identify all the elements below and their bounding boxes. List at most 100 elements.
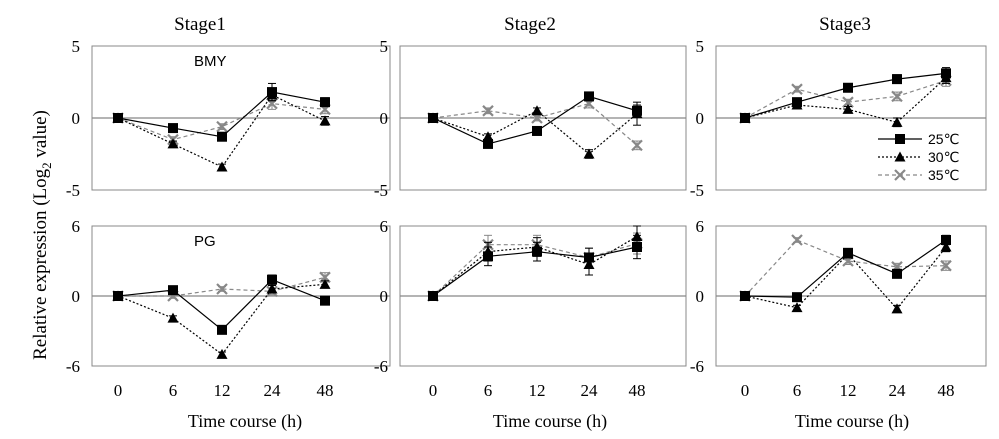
data-point bbox=[584, 91, 594, 102]
data-point bbox=[632, 105, 642, 116]
data-point bbox=[791, 234, 803, 246]
data-point bbox=[217, 131, 227, 142]
data-point bbox=[428, 291, 438, 301]
y-tick-label: 6 bbox=[72, 217, 81, 236]
data-point bbox=[319, 278, 331, 289]
stage3-bmy-panel: -5 0 5 bbox=[690, 37, 987, 200]
y-tick-label: 0 bbox=[72, 287, 81, 306]
series-line bbox=[118, 276, 326, 297]
legend-label: 30℃ bbox=[928, 149, 959, 165]
series-line bbox=[744, 239, 947, 297]
legend-entry: 35℃ bbox=[878, 167, 959, 183]
x-tick-label: 12 bbox=[840, 381, 857, 400]
series-35C bbox=[739, 74, 952, 124]
series-25C bbox=[113, 82, 330, 142]
data-point bbox=[216, 120, 228, 133]
data-point bbox=[217, 324, 227, 335]
data-point bbox=[891, 116, 903, 127]
series-25C bbox=[428, 91, 642, 149]
series-25C bbox=[428, 234, 642, 301]
data-point bbox=[167, 138, 179, 149]
data-point bbox=[843, 82, 853, 93]
y-tick-label: 0 bbox=[380, 109, 389, 128]
series-line bbox=[432, 102, 638, 146]
data-point bbox=[843, 247, 853, 258]
legend-marker bbox=[895, 134, 905, 144]
y-axis-label-tail: value) bbox=[30, 110, 51, 162]
series-line bbox=[432, 235, 638, 297]
stage1-bmy-panel: -5 0 5 BMY bbox=[66, 37, 391, 200]
y-tick-label: 0 bbox=[696, 287, 705, 306]
y-tick-label: -5 bbox=[66, 181, 80, 200]
y-tick-label: 5 bbox=[696, 37, 705, 56]
data-point bbox=[791, 83, 803, 95]
series-35C bbox=[739, 234, 952, 302]
y-tick-label: 5 bbox=[72, 37, 81, 56]
data-point bbox=[483, 138, 493, 149]
data-point bbox=[891, 303, 903, 314]
series-35C bbox=[427, 232, 643, 302]
data-point bbox=[320, 97, 330, 108]
data-point bbox=[483, 251, 493, 262]
y-tick-label: -5 bbox=[690, 181, 704, 200]
y-tick-label: -6 bbox=[66, 357, 80, 376]
legend-entry: 30℃ bbox=[878, 149, 959, 165]
series-35C bbox=[427, 97, 643, 152]
data-point bbox=[842, 103, 854, 114]
data-point bbox=[216, 283, 228, 295]
data-point bbox=[267, 87, 277, 98]
x-axis-label-stage2: Time course (h) bbox=[493, 411, 607, 432]
data-point bbox=[892, 268, 902, 279]
y-axis-label: Relative expression (Log2 value) bbox=[30, 110, 54, 360]
x-tick-label: 12 bbox=[214, 381, 231, 400]
data-point bbox=[168, 123, 178, 134]
y-axis-label-main: Relative expression (Log bbox=[30, 168, 51, 360]
data-point bbox=[891, 90, 903, 103]
data-point bbox=[842, 96, 854, 108]
data-point bbox=[792, 97, 802, 108]
x-tick-label: 48 bbox=[317, 381, 334, 400]
data-point bbox=[482, 105, 494, 117]
data-point bbox=[631, 139, 643, 152]
data-point bbox=[532, 125, 542, 136]
x-tick-label: 0 bbox=[114, 381, 123, 400]
series-line bbox=[117, 102, 326, 141]
y-tick-label: 6 bbox=[380, 217, 389, 236]
y-tick-label: 6 bbox=[696, 217, 705, 236]
series-line bbox=[432, 242, 638, 297]
bmy-gene-label: BMY bbox=[194, 53, 227, 70]
x-tick-label: 6 bbox=[484, 381, 493, 400]
series-line bbox=[117, 283, 326, 356]
series-25C bbox=[740, 67, 951, 123]
data-point bbox=[216, 161, 228, 172]
data-point bbox=[740, 113, 750, 123]
stage3-title: Stage3 bbox=[819, 14, 871, 35]
data-point bbox=[583, 148, 595, 159]
data-point bbox=[113, 291, 123, 301]
stage1-title: Stage1 bbox=[174, 14, 226, 35]
x-tick-label: 24 bbox=[581, 381, 599, 400]
data-point bbox=[740, 291, 750, 301]
stage3-pg-panel: -6 0 6 0 6 12 24 48 bbox=[690, 217, 987, 400]
x-tick-label: 24 bbox=[264, 381, 282, 400]
x-axis-label-stage1: Time course (h) bbox=[188, 411, 302, 432]
data-point bbox=[941, 68, 951, 79]
data-point bbox=[266, 283, 278, 294]
data-point bbox=[167, 312, 179, 323]
x-tick-label: 12 bbox=[529, 381, 546, 400]
y-axis-label-sub: 2 bbox=[39, 162, 54, 169]
data-point bbox=[531, 105, 543, 116]
pg-gene-label: PG bbox=[194, 233, 216, 250]
data-point bbox=[113, 113, 123, 123]
data-point bbox=[216, 348, 228, 359]
x-tick-label: 6 bbox=[169, 381, 178, 400]
data-point bbox=[428, 113, 438, 123]
series-line bbox=[117, 91, 326, 138]
x-tick-label: 0 bbox=[429, 381, 438, 400]
series-30C bbox=[427, 225, 643, 301]
legend-label: 35℃ bbox=[928, 167, 959, 183]
stage2-title: Stage2 bbox=[504, 14, 556, 35]
series-25C bbox=[740, 234, 951, 303]
data-point bbox=[267, 274, 277, 285]
